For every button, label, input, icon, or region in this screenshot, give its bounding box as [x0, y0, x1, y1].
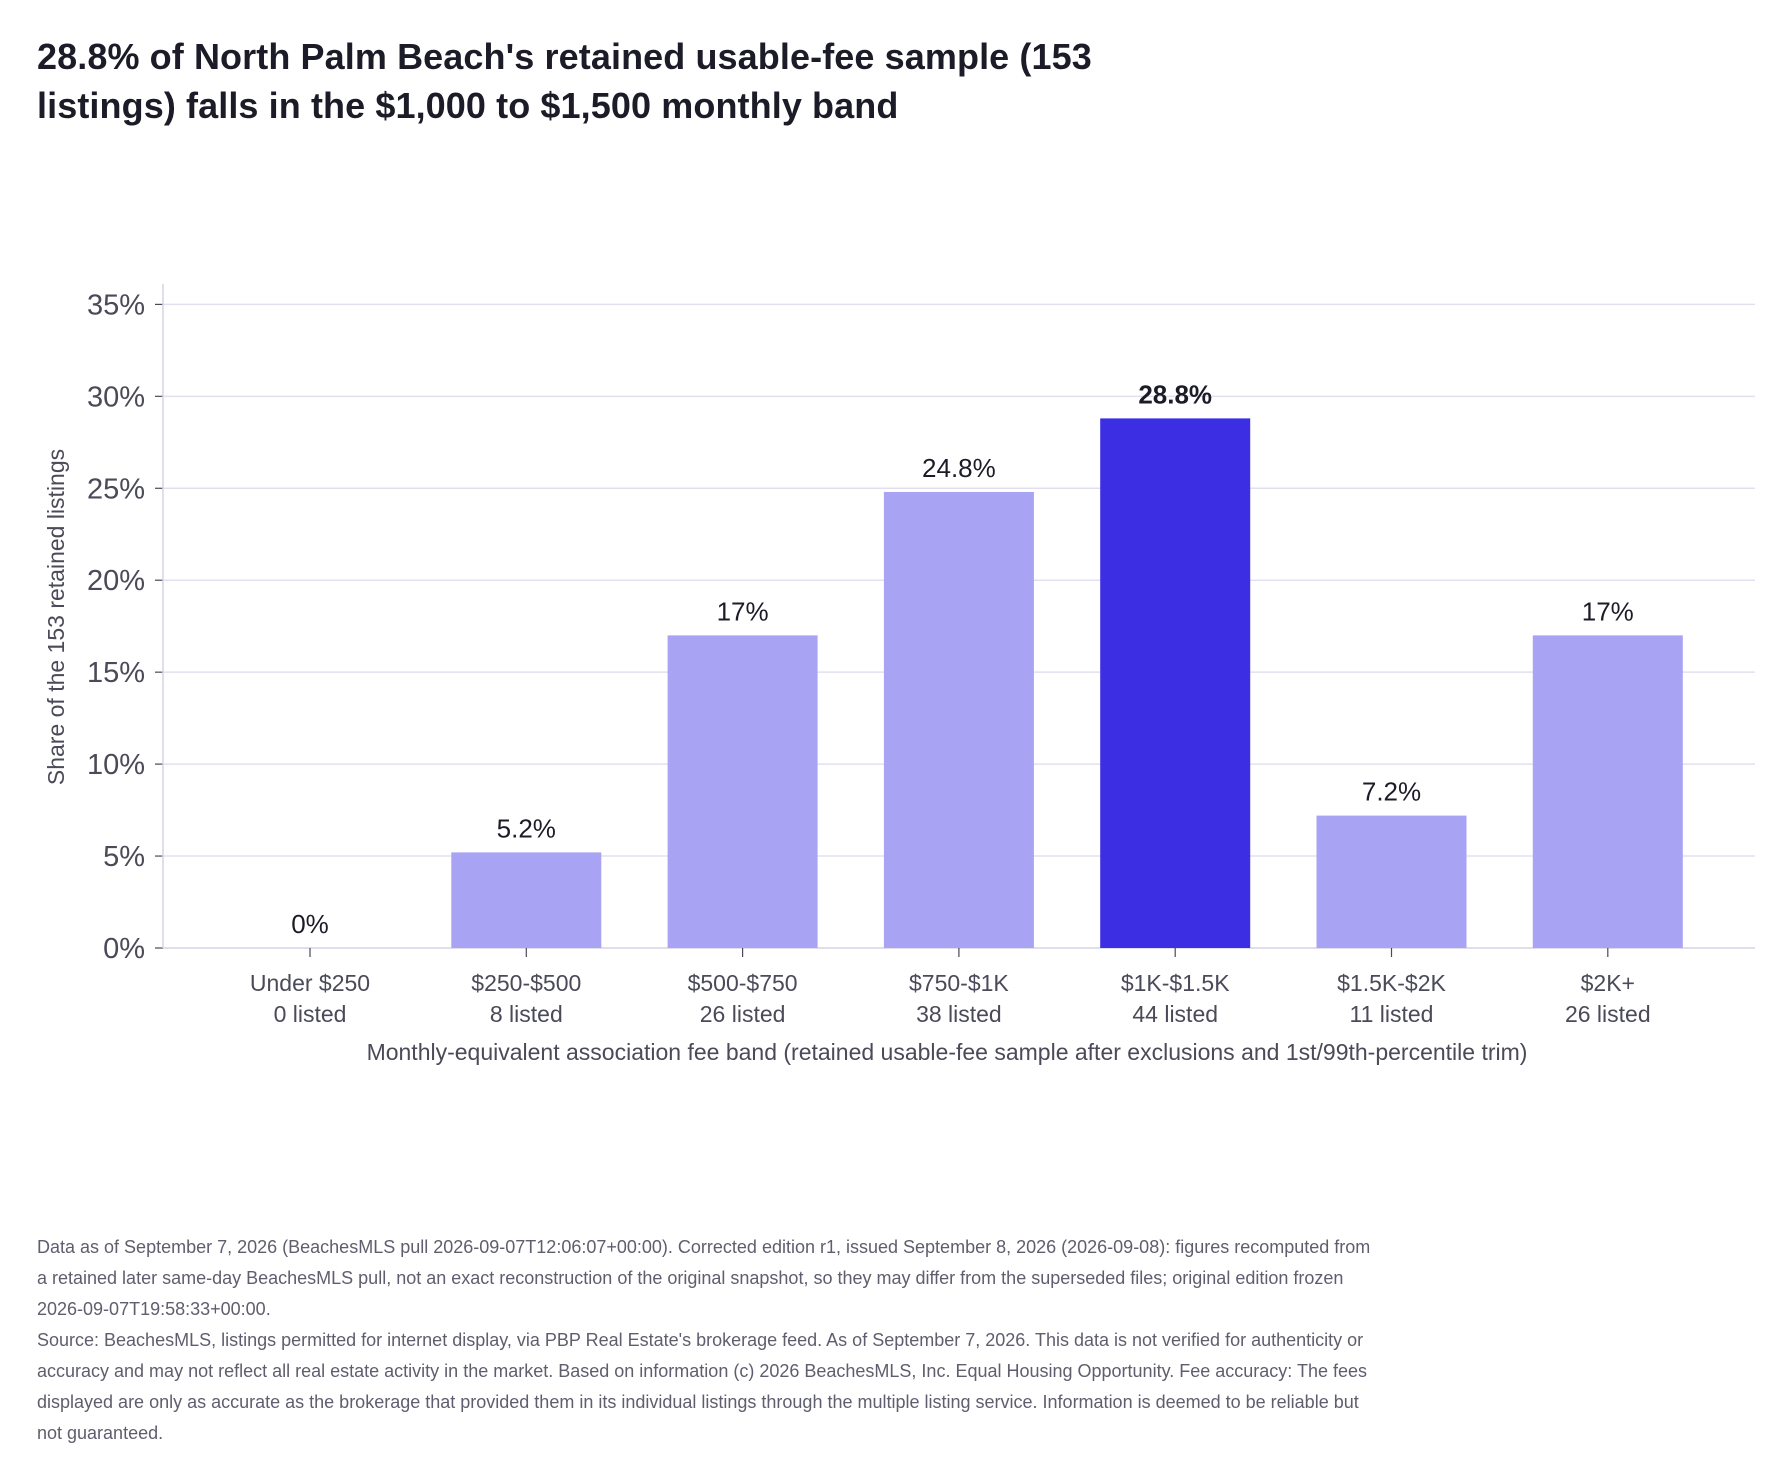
x-tick-label: $1.5K-$2K: [1337, 970, 1446, 996]
bar-value-label: 0%: [291, 909, 329, 939]
y-tick-label: 0%: [103, 933, 145, 965]
bar-value-label: 17%: [1582, 596, 1634, 626]
x-tick-sublabel: 8 listed: [490, 1001, 563, 1027]
x-tick-label: $750-$1K: [909, 970, 1009, 996]
x-tick-label: $500-$750: [688, 970, 798, 996]
x-tick-sublabel: 44 listed: [1132, 1001, 1218, 1027]
bar-value-label: 28.8%: [1138, 379, 1212, 409]
bar-value-label: 5.2%: [497, 813, 556, 843]
tick-labels: 0% 5% 10% 15% 20% 25% 30% 35% Under $250 0 listed…: [87, 289, 1651, 1027]
y-tick-label: 30%: [87, 381, 145, 413]
y-tick-label: 5%: [103, 841, 145, 873]
y-tick-label: 35%: [87, 289, 145, 321]
bar: [1100, 418, 1251, 948]
bar: [451, 852, 602, 948]
y-tick-label: 10%: [87, 749, 145, 781]
x-tick-label: $250-$500: [471, 970, 581, 996]
bar: [883, 491, 1034, 948]
y-tick-label: 25%: [87, 473, 145, 505]
x-tick-sublabel: 26 listed: [1565, 1001, 1651, 1027]
x-tick-label: $2K+: [1581, 970, 1635, 996]
x-tick-sublabel: 11 listed: [1350, 1001, 1434, 1027]
bar: [1316, 815, 1467, 948]
x-tick-sublabel: 26 listed: [700, 1001, 786, 1027]
x-axis-label: Monthly-equivalent association fee band …: [367, 1039, 1528, 1065]
y-tick-label: 15%: [87, 657, 145, 689]
bar-value-label: 7.2%: [1362, 777, 1421, 807]
x-tick-label: Under $250: [250, 970, 370, 996]
chart-title: 28.8% of North Palm Beach's retained usa…: [37, 36, 1092, 126]
bar-value-label: 24.8%: [922, 453, 996, 483]
x-tick-sublabel: 0 listed: [274, 1001, 347, 1027]
bar: [667, 635, 818, 948]
x-tick-sublabel: 38 listed: [916, 1001, 1002, 1027]
bars: [451, 418, 1683, 948]
data-labels: 0% 5.2% 17% 24.8% 28.8% 7.2% 17%: [291, 379, 1634, 939]
bar-value-label: 17%: [717, 596, 769, 626]
x-tick-label: $1K-$1.5K: [1121, 970, 1230, 996]
y-axis-label: Share of the 153 retained listings: [43, 449, 69, 785]
source-note: Source: BeachesMLS, listings permitted f…: [37, 1330, 1367, 1443]
bar: [1532, 635, 1683, 948]
bar-chart: 0% 5.2% 17% 24.8% 28.8% 7.2% 17% 0% 5% 10% 15% 20%…: [43, 284, 1755, 1065]
footer-notes: Data as of September 7, 2026 (BeachesMLS…: [37, 1232, 1377, 1449]
edition-note: Data as of September 7, 2026 (BeachesMLS…: [37, 1237, 1371, 1319]
y-tick-label: 20%: [87, 565, 145, 597]
